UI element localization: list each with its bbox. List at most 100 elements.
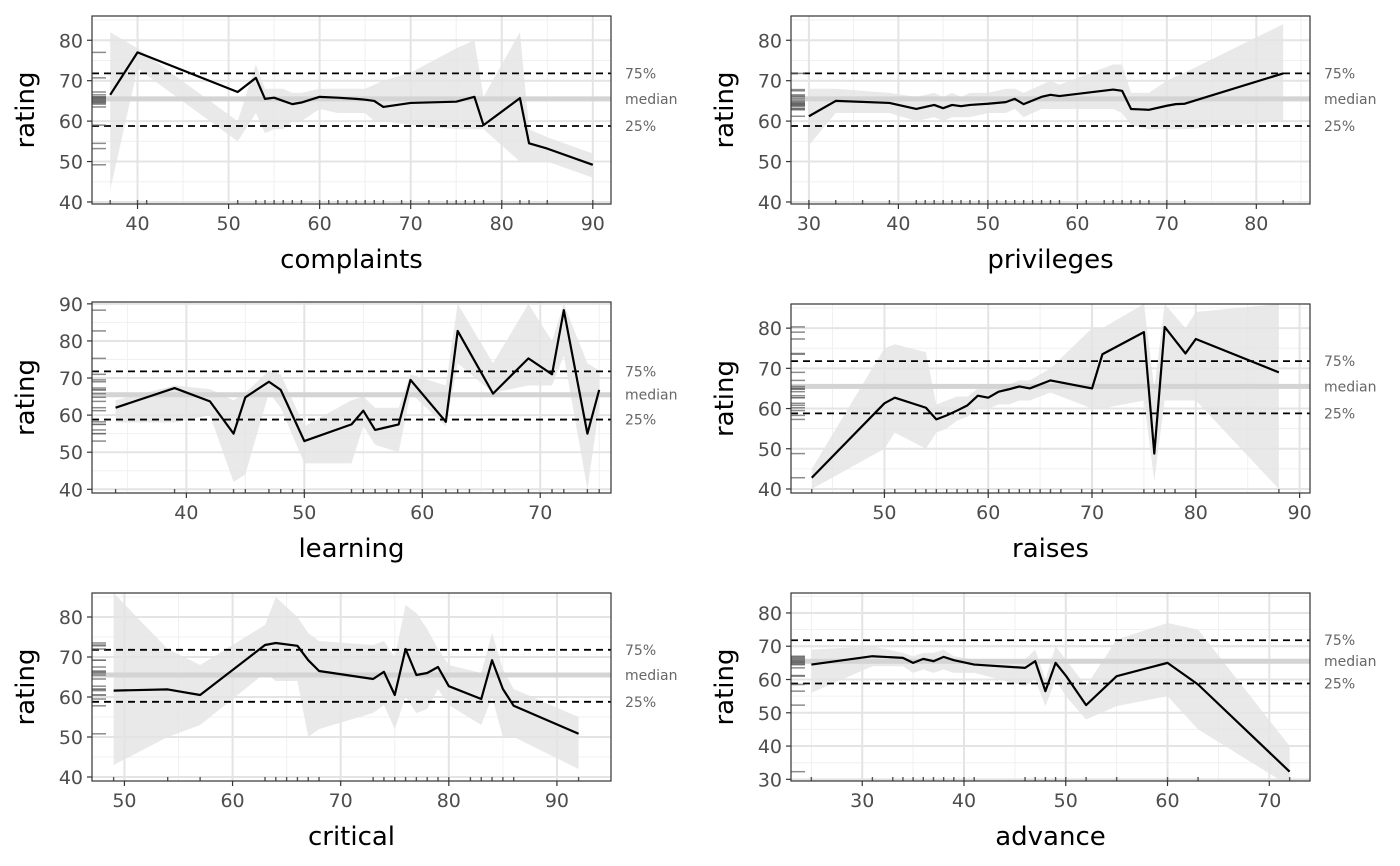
panel-border: [91, 592, 612, 782]
plot-area: [92, 302, 611, 493]
y-axis-title: rating: [710, 71, 740, 148]
x-tick-label: 60: [976, 502, 1000, 524]
prediction-line: [811, 655, 1291, 773]
panel-border: [91, 301, 612, 494]
ref-label: 25%: [625, 695, 656, 711]
plot-area: [791, 304, 1310, 493]
x-tick-label: 40: [886, 213, 910, 235]
ref-label: 75%: [1324, 633, 1355, 649]
confidence-band: [115, 303, 600, 490]
confidence-band: [808, 24, 1284, 146]
confidence-band: [811, 304, 1279, 489]
ref-label: 75%: [625, 643, 656, 659]
y-tick-label: 40: [59, 479, 83, 501]
x-tick-label: 50: [1054, 790, 1078, 812]
y-tick-label: 70: [59, 368, 83, 390]
confidence-band: [110, 32, 593, 190]
y-tick-label: 70: [758, 636, 782, 658]
x-tick-label: 40: [174, 502, 198, 524]
plot-area: [791, 16, 1310, 204]
y-tick-label: 60: [59, 687, 83, 709]
y-tick-label: 60: [758, 111, 782, 133]
confidence-band: [113, 593, 579, 769]
y-tick-label: 50: [59, 442, 83, 464]
panel-raises: 50 60 70 80 90 40 50 60 70 80 75% median 25% raises ra…: [710, 303, 1376, 564]
x-tick-label: 60: [410, 502, 434, 524]
ref-label: median: [1324, 654, 1376, 670]
x-tick-label: 60: [1155, 790, 1179, 812]
panel-border: [91, 15, 612, 205]
ref-label: 25%: [1324, 119, 1355, 135]
ref-label: median: [1324, 92, 1376, 108]
x-tick-label: 50: [112, 790, 136, 812]
y-axis-title: rating: [710, 648, 740, 725]
y-tick-label: 50: [758, 152, 782, 174]
x-axis-title: advance: [995, 822, 1106, 852]
plot-area: [92, 593, 611, 781]
x-tick-label: 40: [952, 790, 976, 812]
y-tick-label: 50: [758, 703, 782, 725]
prediction-line: [810, 325, 1280, 479]
x-tick-label: 80: [1244, 213, 1268, 235]
y-tick-label: 60: [758, 399, 782, 421]
y-axis-title: rating: [11, 648, 41, 725]
x-tick-label: 80: [490, 213, 514, 235]
x-tick-label: 60: [1065, 213, 1089, 235]
x-tick-label: 70: [399, 213, 423, 235]
x-tick-label: 50: [976, 213, 1000, 235]
ref-label: median: [625, 668, 677, 684]
y-tick-label: 70: [59, 647, 83, 669]
y-tick-label: 50: [59, 727, 83, 749]
panel-border: [790, 303, 1311, 494]
y-tick-label: 70: [758, 358, 782, 380]
x-tick-label: 30: [850, 790, 874, 812]
panel-advance: 30 40 50 60 70 30 40 50 60 70 80 75% median 25% advanc…: [710, 592, 1376, 852]
y-tick-label: 40: [59, 767, 83, 789]
x-axis-title: learning: [298, 534, 404, 564]
x-tick-label: 70: [1155, 213, 1179, 235]
y-tick-label: 30: [758, 769, 782, 791]
y-axis-title: rating: [11, 71, 41, 148]
y-axis-title: rating: [11, 359, 41, 436]
plot-area: [791, 593, 1310, 781]
y-tick-label: 60: [59, 111, 83, 133]
x-tick-label: 70: [528, 502, 552, 524]
y-tick-label: 80: [758, 318, 782, 340]
ref-label: 25%: [625, 413, 656, 429]
plot-area: [92, 16, 611, 204]
x-tick-label: 70: [1080, 502, 1104, 524]
ref-label: median: [625, 388, 677, 404]
y-tick-label: 60: [758, 670, 782, 692]
x-tick-label: 90: [545, 790, 569, 812]
x-axis-title: raises: [1012, 534, 1089, 564]
x-tick-label: 60: [220, 790, 244, 812]
x-axis-title: critical: [308, 822, 395, 852]
x-tick-label: 30: [797, 213, 821, 235]
ref-label: 75%: [625, 66, 656, 82]
y-axis-title: rating: [710, 360, 740, 437]
x-tick-label: 70: [1257, 790, 1281, 812]
y-tick-label: 80: [758, 30, 782, 52]
panel-privileges: 30 40 50 60 70 80 40 50 60 70 80 75% median 25% privil…: [710, 15, 1376, 275]
y-tick-label: 90: [59, 294, 83, 316]
x-tick-label: 80: [1184, 502, 1208, 524]
panel-border: [790, 592, 1311, 782]
y-tick-label: 60: [59, 405, 83, 427]
x-tick-label: 80: [437, 790, 461, 812]
ref-label: 75%: [1324, 66, 1355, 82]
panel-complaints: 40 50 60 70 80 90 40 50 60 70 80 75% median 25% compla…: [11, 15, 677, 275]
x-axis-title: complaints: [280, 245, 423, 275]
y-tick-label: 80: [758, 603, 782, 625]
x-tick-label: 90: [1288, 502, 1312, 524]
prediction-line: [808, 72, 1284, 118]
prediction-line: [109, 51, 594, 166]
y-tick-label: 40: [758, 192, 782, 214]
x-tick-label: 50: [216, 213, 240, 235]
ref-label: 25%: [1324, 677, 1355, 693]
x-tick-label: 70: [329, 790, 353, 812]
x-axis-title: privileges: [987, 245, 1113, 275]
y-tick-label: 40: [59, 192, 83, 214]
y-tick-label: 80: [59, 331, 83, 353]
x-tick-label: 50: [872, 502, 896, 524]
